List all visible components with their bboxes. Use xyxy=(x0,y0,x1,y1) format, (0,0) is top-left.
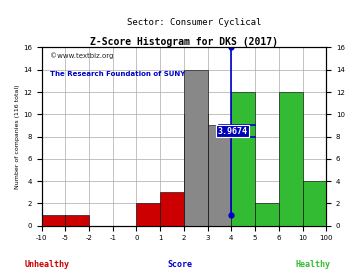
Text: Unhealthy: Unhealthy xyxy=(24,260,69,269)
Text: Score: Score xyxy=(167,260,193,269)
Text: Sector: Consumer Cyclical: Sector: Consumer Cyclical xyxy=(127,18,262,26)
Bar xyxy=(160,192,184,226)
Text: ©www.textbiz.org: ©www.textbiz.org xyxy=(50,53,113,59)
Bar xyxy=(65,215,89,226)
Bar xyxy=(184,70,208,226)
Bar xyxy=(255,204,279,226)
Bar xyxy=(208,126,231,226)
Y-axis label: Number of companies (116 total): Number of companies (116 total) xyxy=(15,84,20,189)
Bar xyxy=(184,114,208,226)
Text: 3.9674: 3.9674 xyxy=(217,127,248,136)
Text: Healthy: Healthy xyxy=(296,260,331,269)
Bar xyxy=(136,204,160,226)
Bar xyxy=(279,92,302,226)
Title: Z-Score Histogram for DKS (2017): Z-Score Histogram for DKS (2017) xyxy=(90,37,278,47)
Text: The Research Foundation of SUNY: The Research Foundation of SUNY xyxy=(50,70,185,77)
Bar xyxy=(231,92,255,226)
Bar xyxy=(41,215,65,226)
Bar xyxy=(302,181,326,226)
